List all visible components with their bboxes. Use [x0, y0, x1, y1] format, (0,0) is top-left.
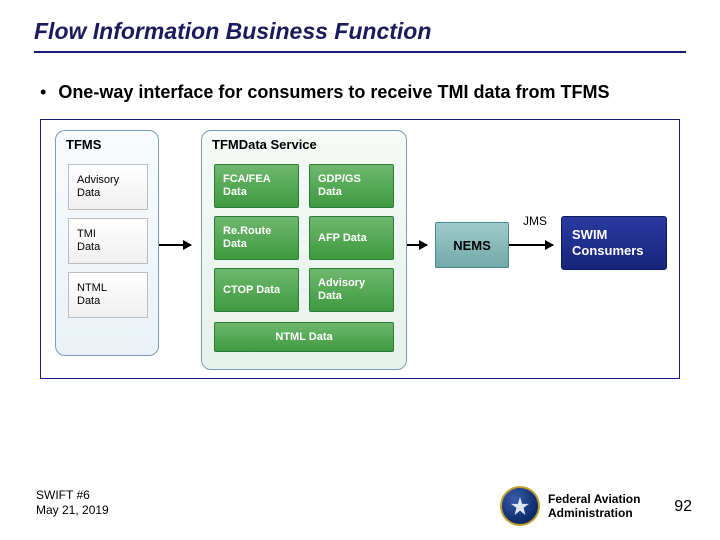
- tfms-title: TFMS: [56, 131, 158, 156]
- jms-label: JMS: [523, 214, 547, 228]
- service-ntml-bar: NTML Data: [214, 322, 394, 352]
- bullet-row: • One-way interface for consumers to rec…: [0, 53, 720, 103]
- footer-date: May 21, 2019: [36, 503, 109, 518]
- nems-box: NEMS: [435, 222, 509, 268]
- swim-consumers-box: SWIM Consumers: [561, 216, 667, 270]
- service-cell-reroute: Re.Route Data: [214, 216, 299, 260]
- bullet-dot-icon: •: [40, 81, 46, 103]
- service-cell-gdpgs: GDP/GS Data: [309, 164, 394, 208]
- tfmdata-service-title: TFMData Service: [202, 131, 406, 156]
- service-cell-ctop: CTOP Data: [214, 268, 299, 312]
- arrow-tfms-to-service: [159, 244, 191, 246]
- service-cell-advisory: Advisory Data: [309, 268, 394, 312]
- arrow-nems-to-swim: [509, 244, 553, 246]
- service-row-1: FCA/FEA Data GDP/GS Data: [214, 164, 394, 208]
- service-row-3: CTOP Data Advisory Data: [214, 268, 394, 312]
- tfms-item-tmi: TMIData: [68, 218, 148, 264]
- footer-page-number: 92: [674, 498, 692, 516]
- footer-org: Federal Aviation Administration: [548, 492, 640, 520]
- diagram-container: TFMS AdvisoryData TMIData NTMLData TFMDa…: [40, 119, 680, 379]
- bullet-text: One-way interface for consumers to recei…: [58, 81, 609, 103]
- arrow-service-to-nems: [407, 244, 427, 246]
- faa-logo-star-icon: [511, 497, 529, 515]
- tfms-item-advisory: AdvisoryData: [68, 164, 148, 210]
- faa-logo-icon: [500, 486, 540, 526]
- footer-left: SWIFT #6 May 21, 2019: [36, 488, 109, 518]
- service-cell-afp: AFP Data: [309, 216, 394, 260]
- tfms-item-ntml: NTMLData: [68, 272, 148, 318]
- service-row-2: Re.Route Data AFP Data: [214, 216, 394, 260]
- footer: SWIFT #6 May 21, 2019 Federal Aviation A…: [0, 472, 720, 540]
- footer-event: SWIFT #6: [36, 488, 109, 503]
- tfms-panel: TFMS AdvisoryData TMIData NTMLData: [55, 130, 159, 356]
- service-cell-fcafea: FCA/FEA Data: [214, 164, 299, 208]
- tfmdata-service-panel: TFMData Service FCA/FEA Data GDP/GS Data…: [201, 130, 407, 370]
- page-title: Flow Information Business Function: [0, 0, 720, 45]
- footer-org-line1: Federal Aviation: [548, 492, 640, 506]
- footer-org-line2: Administration: [548, 506, 640, 520]
